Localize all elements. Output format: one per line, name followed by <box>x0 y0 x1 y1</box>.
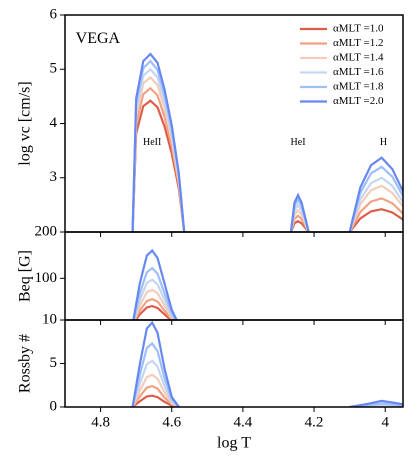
y-tick-label: 5 <box>50 355 58 371</box>
legend-label: αMLT =1.6 <box>333 66 384 78</box>
y-tick-label: 100 <box>35 270 58 286</box>
axes-frame <box>64 319 404 408</box>
series-line <box>131 99 403 232</box>
legend-label: αMLT =1.2 <box>333 37 383 49</box>
x-tick-label: 4.2 <box>305 414 324 430</box>
axes-frame <box>64 231 404 321</box>
x-axis-label: log T <box>217 435 251 452</box>
lines <box>132 248 178 320</box>
annotation: VEGA <box>76 30 121 47</box>
x-tick-label: 4.4 <box>234 414 253 430</box>
y-tick-label: 3 <box>50 169 58 185</box>
y-tick-label: 200 <box>35 223 58 239</box>
lines <box>131 52 403 232</box>
series-line <box>131 320 403 407</box>
x-tick-label: 4.8 <box>91 414 110 430</box>
y-axis-label: log vc [cm/s] <box>17 81 34 165</box>
series-line <box>133 297 175 320</box>
y-tick-label: 5 <box>50 61 58 77</box>
y-tick-label: 10 <box>42 311 57 327</box>
y-tick-label: 0 <box>50 398 58 414</box>
x-tick-label: 4.6 <box>162 414 181 430</box>
y-tick-label: 6 <box>50 6 58 22</box>
legend-label: αMLT =1.8 <box>333 81 384 93</box>
y-axis-label: Rossby # <box>17 334 34 393</box>
annotation: HeII <box>143 137 161 148</box>
annotation: HeI <box>291 137 306 148</box>
series-line <box>132 266 178 320</box>
x-tick-label: 4 <box>381 414 389 430</box>
legend-label: αMLT =1.4 <box>333 52 384 64</box>
y-axis-label: Beq [G] <box>17 250 34 302</box>
annotation: H <box>380 137 387 148</box>
series-line <box>132 248 178 320</box>
legend-label: αMLT =2.0 <box>333 95 384 107</box>
y-tick-label: 4 <box>50 115 58 131</box>
legend-label: αMLT =1.0 <box>333 23 384 35</box>
series-line <box>131 52 403 232</box>
lines <box>131 320 403 407</box>
